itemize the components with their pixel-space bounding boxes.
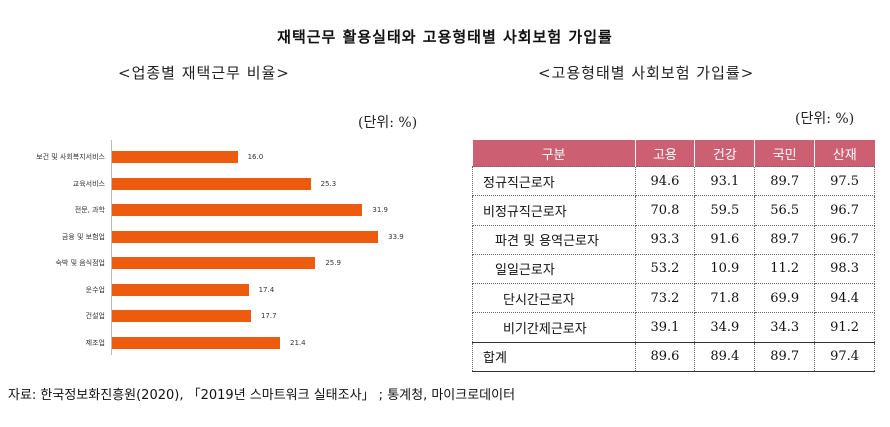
bar-category-label: 보건 및 사회복지서비스 [36,153,105,161]
table-cell: 71.8 [694,283,756,314]
bar [112,310,251,322]
bar-category-label: 교육서비스 [72,179,105,188]
table-header-row: 구분 고용 건강 국민 산재 [472,140,875,167]
table-cell: 59.5 [694,195,756,226]
category-axis-line [111,140,112,355]
right-table-unit: (단위: %) [795,111,855,127]
table-cell: 97.4 [814,341,875,373]
table-row: 비기간제근로자 39.1 34.9 34.3 91.2 [472,312,875,343]
bar [112,204,363,216]
header-industrial-accident: 산재 [814,140,875,167]
insurance-rate-table: 구분 고용 건강 국민 산재 정규직근로자 94.6 93.1 89.7 97.… [472,140,875,373]
table-cell: 96.7 [814,195,875,226]
table-row: 단시간근로자 73.2 71.8 69.9 94.4 [472,283,875,314]
table-cell: 11.2 [754,253,816,285]
main-title: 재택근무 활용실태와 고용형태별 사회보험 가입률 [277,28,613,46]
table-cell: 34.9 [694,312,756,343]
table-cell: 10.9 [694,253,756,285]
row-label: 단시간근로자 [472,283,636,314]
row-label: 비기간제근로자 [472,312,636,343]
bar-value-label: 31.9 [372,206,388,214]
table-cell: 39.1 [634,312,696,343]
row-label: 비정규직근로자 [472,195,636,226]
bar-category-label: 숙박 및 음식점업 [55,259,105,267]
bar [112,336,280,349]
table-cell: 91.2 [814,312,875,343]
bar [112,230,379,243]
table-cell: 97.5 [814,165,875,197]
table-cell: 56.5 [754,195,816,226]
source-note: 자료: 한국정보화진흥원(2020), 「2019년 스마트워크 실태조사」 ;… [8,388,516,403]
left-chart-subtitle: <업종별 재택근무 비율> [118,64,290,82]
table-row: 비정규직근로자 70.8 59.5 56.5 96.7 [472,195,875,226]
table-cell: 89.6 [634,341,696,373]
bar [112,177,311,190]
table-cell: 98.3 [814,253,875,285]
bar-category-label: 금융 및 보험업 [61,232,105,241]
bar-value-label: 16.0 [247,153,264,161]
bar [112,257,316,269]
bar-category-label: 건설업 [85,312,105,320]
table-cell: 96.7 [814,224,875,255]
bar-value-label: 25.9 [325,259,341,267]
row-label: 파견 및 용역근로자 [472,224,636,255]
bar-value-label: 33.9 [388,232,404,241]
table-total-row: 합계 89.6 89.4 89.7 97.4 [472,341,875,373]
table-cell: 89.7 [754,224,816,255]
header-category: 구분 [472,140,635,167]
bar-value-label: 25.3 [320,179,337,188]
table-cell: 89.7 [754,341,816,373]
bar-value-label: 21.4 [289,338,306,347]
header-health: 건강 [694,140,755,167]
bar-category-label: 운수업 [85,285,105,294]
bar-value-label: 17.4 [258,285,275,294]
row-label: 정규직근로자 [472,165,636,197]
row-label: 일일근로자 [472,253,636,285]
header-employment: 고용 [634,140,695,167]
table-cell: 93.1 [694,165,756,197]
table-row: 일일근로자 53.2 10.9 11.2 98.3 [472,253,875,285]
table-cell: 34.3 [754,312,816,343]
table-cell: 73.2 [634,283,696,314]
table-cell: 69.9 [754,283,816,314]
table-row: 파견 및 용역근로자 93.3 91.6 89.7 96.7 [472,224,875,255]
table-cell: 70.8 [634,195,696,226]
right-table-subtitle: <고용형태별 사회보험 가입률> [538,64,755,82]
table-row: 정규직근로자 94.6 93.1 89.7 97.5 [472,165,875,197]
table-cell: 89.7 [754,165,816,197]
bar [112,151,238,163]
bar-value-label: 17.7 [260,312,277,320]
left-chart-unit: (단위: %) [358,115,418,131]
header-pension: 국민 [754,140,815,167]
table-cell: 93.3 [634,224,696,255]
table-cell: 91.6 [694,224,756,255]
table-cell: 53.2 [634,253,696,285]
bar [112,283,249,296]
table-cell: 94.6 [634,165,696,197]
row-label: 합계 [472,341,636,373]
table-cell: 89.4 [694,341,756,373]
bar-category-label: 전문, 과학 [74,206,105,214]
table-cell: 94.4 [814,283,875,314]
bar-category-label: 제조업 [85,338,105,347]
